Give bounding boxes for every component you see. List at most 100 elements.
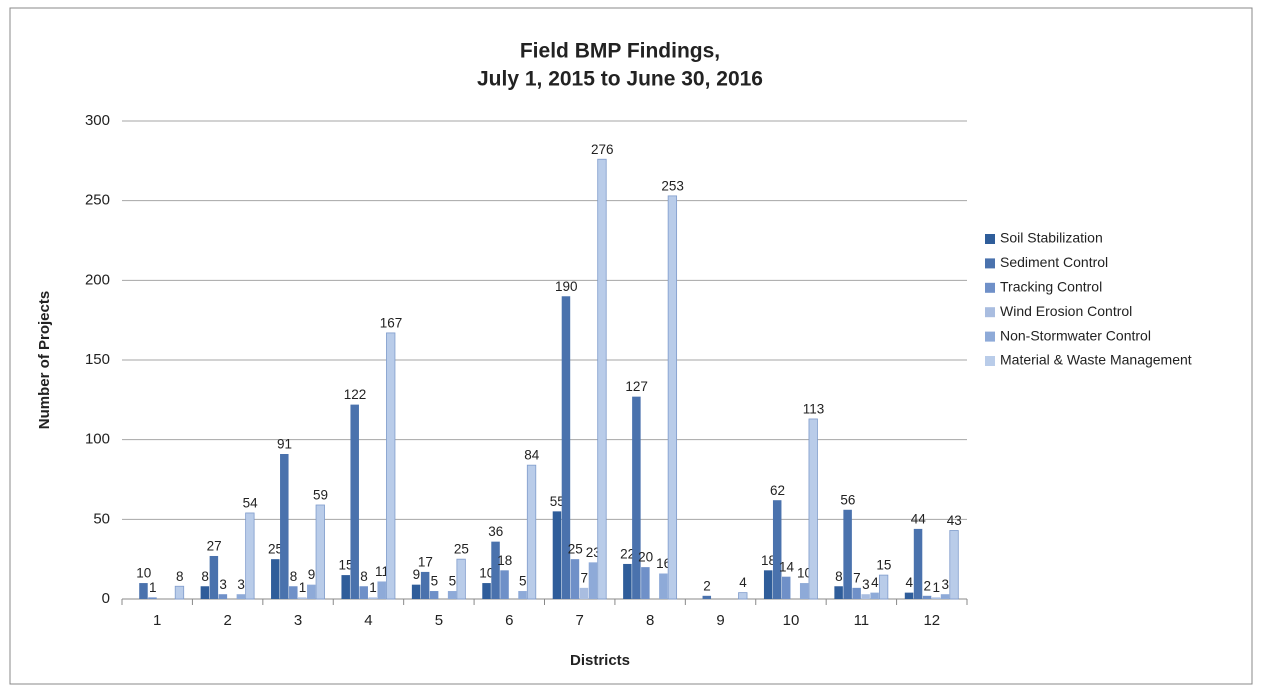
bar	[843, 509, 852, 599]
bar	[623, 563, 632, 599]
bar	[280, 454, 289, 599]
bar	[359, 586, 368, 599]
data-label: 18	[497, 553, 512, 568]
bar	[597, 158, 607, 600]
bar	[772, 500, 782, 599]
bar	[922, 595, 932, 599]
legend-label: Non-Stormwater Control	[1000, 327, 1151, 343]
bar	[588, 562, 598, 599]
bar	[904, 592, 914, 599]
data-label: 2	[924, 578, 932, 593]
y-tick-label: 200	[85, 271, 110, 288]
x-tick-label: 10	[783, 612, 800, 629]
bar	[209, 555, 219, 599]
data-label: 3	[942, 577, 950, 592]
bar	[570, 559, 580, 599]
bar	[139, 583, 148, 599]
x-tick-label: 5	[435, 612, 443, 629]
data-label: 22	[620, 547, 635, 562]
data-label: 11	[375, 564, 389, 579]
bar	[377, 581, 386, 599]
bar	[218, 594, 228, 599]
bar	[456, 558, 466, 600]
x-tick-label: 9	[716, 612, 724, 629]
bar	[552, 511, 562, 599]
data-label: 3	[219, 577, 227, 592]
data-label: 17	[418, 554, 433, 569]
data-label: 3	[862, 577, 870, 592]
bar	[500, 570, 509, 599]
bar	[482, 583, 491, 599]
bar	[659, 573, 668, 599]
legend-label: Tracking Control	[1000, 279, 1102, 295]
y-tick-label: 50	[93, 510, 110, 527]
data-label: 122	[344, 387, 367, 402]
chart-subtitle: July 1, 2015 to June 30, 2016	[477, 68, 763, 91]
bar	[350, 404, 359, 599]
bar	[491, 541, 500, 599]
legend-swatch	[985, 258, 995, 269]
bar	[702, 595, 712, 599]
x-axis-title: Districts	[570, 652, 630, 669]
bar	[781, 576, 791, 599]
data-label: 3	[237, 577, 245, 592]
bar	[931, 597, 941, 599]
bar	[799, 583, 809, 599]
bar	[411, 584, 421, 599]
bar	[834, 586, 843, 599]
data-label: 10	[479, 566, 494, 581]
bar	[763, 570, 773, 599]
data-label: 7	[853, 570, 861, 585]
bar	[878, 574, 889, 600]
bar	[913, 528, 923, 599]
data-label: 15	[876, 558, 891, 573]
legend-swatch	[985, 234, 995, 244]
bar	[429, 591, 439, 599]
bar	[386, 332, 396, 600]
bar	[236, 594, 246, 599]
data-label: 4	[739, 575, 747, 590]
bar	[245, 512, 255, 600]
bar	[447, 591, 457, 599]
chart-title: Field BMP Findings,	[520, 40, 720, 63]
bar	[307, 584, 316, 599]
bar	[420, 571, 430, 599]
data-label: 23	[586, 545, 601, 560]
data-label: 5	[431, 574, 439, 589]
x-tick-label: 4	[364, 612, 372, 629]
bar	[298, 597, 307, 599]
y-axis-title: Number of Projects	[36, 291, 53, 429]
bar	[579, 587, 589, 599]
data-label: 25	[454, 542, 469, 557]
bar	[641, 567, 650, 599]
legend-swatch	[985, 307, 995, 318]
x-tick-label: 1	[153, 612, 161, 629]
data-label: 8	[835, 569, 843, 584]
data-label: 8	[176, 569, 184, 584]
bar	[808, 418, 818, 600]
data-label: 190	[555, 279, 578, 294]
x-tick-label: 2	[223, 612, 231, 629]
data-label: 113	[803, 402, 825, 417]
legend-swatch	[985, 282, 995, 293]
data-label: 18	[761, 553, 776, 568]
data-label: 20	[638, 550, 653, 565]
data-label: 91	[277, 437, 292, 452]
data-label: 276	[591, 142, 614, 157]
bar	[949, 530, 959, 600]
data-label: 62	[770, 483, 785, 498]
data-label: 4	[871, 575, 879, 590]
bar	[632, 396, 641, 599]
legend-label: Soil Stabilization	[1000, 230, 1103, 246]
data-label: 59	[313, 488, 328, 503]
bar	[174, 585, 185, 600]
y-tick-label: 300	[85, 112, 110, 129]
data-label: 16	[656, 556, 671, 571]
bar	[518, 591, 527, 599]
bar	[940, 594, 950, 599]
bar	[341, 575, 350, 599]
data-label: 54	[243, 496, 259, 511]
bar	[315, 504, 325, 600]
data-label: 1	[933, 580, 941, 595]
